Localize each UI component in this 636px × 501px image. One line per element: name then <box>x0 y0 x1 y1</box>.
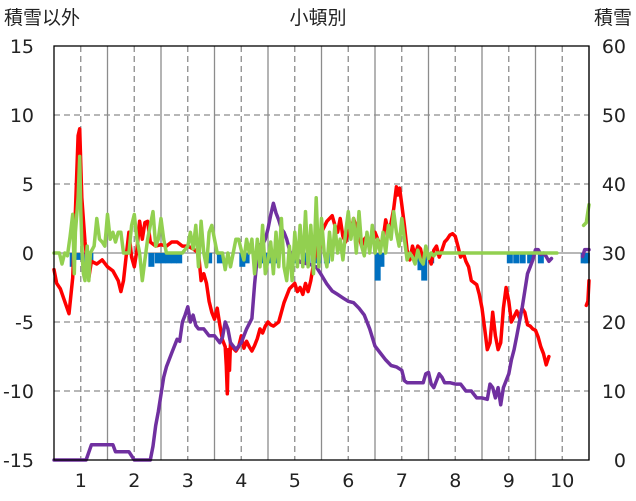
x-axis-ticks: 1 2 3 4 5 6 7 8 9 10 <box>75 470 575 492</box>
x-tick-label: 4 <box>235 470 247 492</box>
blue-bars <box>69 253 590 281</box>
right-tick-label: 30 <box>602 243 626 265</box>
left-tick-label: -5 <box>15 312 34 334</box>
bar-mark <box>537 253 544 264</box>
bar-mark <box>378 253 385 267</box>
bar-mark <box>160 253 167 264</box>
x-tick-label: 9 <box>503 470 515 492</box>
x-tick-label: 3 <box>182 470 194 492</box>
x-tick-label: 2 <box>128 470 140 492</box>
right-axis-ticks: 60 50 40 30 20 10 0 <box>602 36 626 472</box>
left-tick-label: 15 <box>10 36 34 58</box>
x-tick-label: 8 <box>449 470 461 492</box>
chart-title: 小頓別 <box>289 7 346 29</box>
left-tick-label: 5 <box>22 174 34 196</box>
bar-mark <box>583 253 590 264</box>
plot-border <box>53 45 590 461</box>
bar-mark <box>421 253 428 281</box>
bar-mark <box>580 253 587 264</box>
bar-mark <box>148 253 155 267</box>
right-tick-label: 10 <box>602 381 626 403</box>
bar-mark <box>206 253 213 264</box>
left-tick-label: 0 <box>22 243 34 265</box>
right-axis-title: 積雪 <box>594 7 632 29</box>
left-tick-label: -10 <box>3 381 34 403</box>
bar-mark <box>216 253 223 264</box>
left-axis-title: 積雪以外 <box>4 7 80 29</box>
x-tick-label: 1 <box>75 470 87 492</box>
right-tick-label: 60 <box>602 36 626 58</box>
plot-frame <box>53 45 590 461</box>
bar-mark <box>154 253 161 264</box>
bar-mark <box>75 253 82 260</box>
right-tick-label: 40 <box>602 174 626 196</box>
series-lines <box>52 127 591 462</box>
purple-series-line <box>580 247 591 259</box>
bar-mark <box>165 253 172 264</box>
x-tick-label: 7 <box>396 470 408 492</box>
bar-mark <box>259 253 266 264</box>
right-tick-label: 20 <box>602 312 626 334</box>
left-axis-ticks: 15 10 5 0 -5 -10 -15 <box>3 36 34 472</box>
left-tick-label: 10 <box>10 105 34 127</box>
right-tick-label: 0 <box>614 450 626 472</box>
x-tick-label: 5 <box>289 470 301 492</box>
bar-mark <box>519 253 526 264</box>
bar-mark <box>176 253 183 264</box>
right-tick-label: 50 <box>602 105 626 127</box>
x-tick-label: 6 <box>342 470 354 492</box>
green-series-line <box>52 154 559 283</box>
bar-mark <box>513 253 520 264</box>
left-tick-label: -15 <box>3 450 34 472</box>
bar-mark <box>170 253 177 264</box>
bar-mark <box>243 253 250 264</box>
green-series-line <box>581 202 591 228</box>
bar-mark <box>374 253 381 281</box>
bar-mark <box>506 253 513 264</box>
bar-mark <box>527 253 534 264</box>
x-tick-label: 10 <box>550 470 574 492</box>
